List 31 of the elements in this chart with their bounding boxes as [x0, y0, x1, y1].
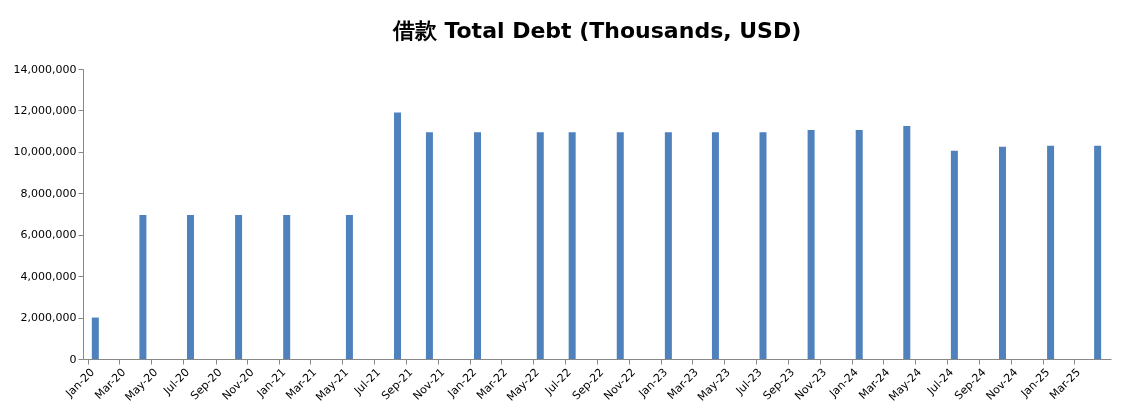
y-tick-label: 10,000,000 [13, 145, 77, 159]
bar [425, 132, 433, 359]
bar [345, 215, 353, 359]
bar [664, 132, 672, 359]
chart-title: 借款 Total Debt (Thousands, USD) [391, 18, 802, 43]
bar [474, 132, 482, 359]
y-tick-label: 12,000,000 [13, 103, 77, 117]
bar [855, 130, 863, 359]
bar [616, 132, 624, 359]
bar [759, 132, 767, 359]
bar [394, 112, 402, 359]
bar [235, 215, 243, 359]
bar [1047, 145, 1055, 359]
bar [807, 130, 815, 359]
y-tick-label: 14,000,000 [13, 62, 77, 76]
bar [186, 215, 194, 359]
bar [998, 146, 1006, 359]
bar [139, 215, 147, 359]
bar [1094, 145, 1102, 359]
y-tick-label: 8,000,000 [20, 186, 77, 200]
bar [283, 215, 291, 359]
bar [711, 132, 719, 359]
bar [950, 150, 958, 359]
y-tick-label: 6,000,000 [20, 228, 77, 242]
y-tick-label: 0 [69, 352, 77, 366]
bar [568, 132, 576, 359]
y-tick-label: 2,000,000 [20, 311, 77, 325]
bar [91, 317, 99, 359]
bar [536, 132, 544, 359]
bar [903, 125, 911, 359]
y-tick-label: 4,000,000 [20, 269, 77, 283]
